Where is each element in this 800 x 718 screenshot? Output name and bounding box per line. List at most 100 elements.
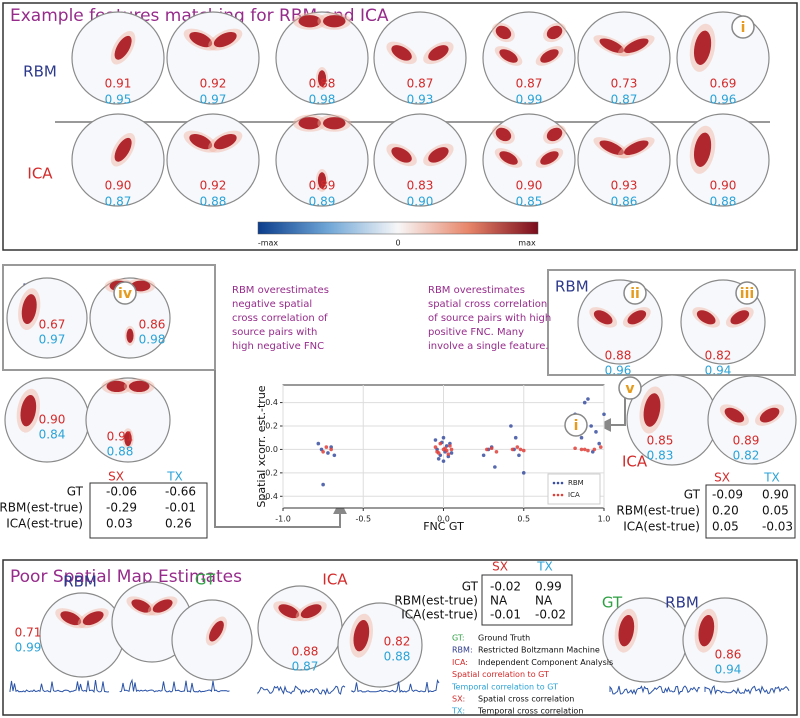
data-point	[485, 447, 489, 452]
marker-label: iii	[740, 286, 754, 302]
legend-key: SX:	[452, 695, 465, 704]
legend-key: ICA:	[452, 658, 468, 667]
note-text: negative spatial	[232, 299, 312, 310]
legend-text: Ground Truth	[478, 634, 530, 643]
spatial-correlation: 0.90	[105, 179, 132, 193]
spatial-correlation: 0.89	[309, 179, 336, 193]
spatial-correlation: 0.82	[384, 635, 411, 649]
activation-blob	[759, 407, 780, 423]
left-box	[2, 264, 216, 371]
data-point	[592, 447, 597, 452]
activation-blob	[298, 15, 321, 28]
spatial-correlation: 0.91	[105, 77, 132, 91]
marker-label: ii	[630, 286, 640, 302]
legend-text: Temporal correlation to GT	[451, 682, 558, 691]
activation-blob	[693, 132, 712, 167]
spatial-correlation: 0.67	[39, 318, 66, 332]
activation-blob	[20, 394, 37, 427]
data-point	[518, 447, 523, 452]
data-point	[589, 424, 593, 428]
temporal-correlation: 0.82	[733, 449, 760, 463]
temporal-correlation: 0.96	[710, 93, 737, 107]
x-tick-label: 1.0	[598, 515, 611, 524]
table-cell: 0.05	[712, 520, 739, 534]
spatial-correlation: 0.92	[200, 179, 227, 193]
table-header: TX	[536, 560, 553, 574]
activation-blob	[730, 310, 750, 325]
data-point	[481, 453, 486, 458]
brain-map	[39, 592, 125, 678]
note-text: involve a single feature.	[428, 341, 549, 352]
spatial-correlation: 0.86	[715, 648, 742, 662]
activation-blob	[643, 393, 661, 427]
legend-text: Independent Component Analysis	[478, 658, 613, 667]
note-text: source pairs with	[232, 327, 317, 338]
activation-blob	[428, 45, 449, 61]
data-point	[435, 449, 439, 454]
data-point	[321, 449, 325, 454]
brain-map	[373, 11, 467, 105]
row-label: RBM	[555, 278, 589, 296]
time-course	[257, 685, 346, 696]
activation-blob	[495, 25, 512, 40]
temporal-correlation: 0.89	[309, 195, 336, 209]
map-label: GT	[602, 594, 623, 612]
y-tick-label: 0.0	[265, 445, 278, 454]
row-label: RBM	[23, 63, 57, 81]
note-text: positive FNC. Many	[428, 327, 524, 338]
marker-label: v	[625, 381, 634, 397]
x-tick-label: 0.0	[437, 515, 450, 524]
note-text: cross correlation of	[232, 313, 328, 324]
data-point	[448, 444, 452, 448]
brain-map	[577, 11, 671, 105]
activation-blob	[209, 620, 224, 642]
table-cell: 0.99	[535, 580, 562, 594]
table-cell: 0.26	[165, 517, 192, 531]
temporal-correlation: 0.85	[516, 195, 543, 209]
table-frame	[481, 574, 573, 626]
activation-blob	[428, 147, 449, 163]
activation-blob	[618, 614, 635, 647]
table-cell: -0.02	[490, 580, 521, 594]
spatial-correlation: 0.73	[611, 77, 638, 91]
brain-map	[577, 113, 671, 207]
temporal-correlation: 0.94	[715, 663, 742, 677]
time-course	[609, 685, 701, 696]
y-tick-label: -0.2	[262, 468, 278, 477]
spatial-correlation: 0.82	[705, 349, 732, 363]
activation-blob	[82, 611, 104, 626]
bottom-panel-frame	[2, 559, 798, 716]
activation-blob	[131, 599, 152, 613]
temporal-correlation: 0.88	[710, 195, 737, 209]
y-tick-label: 0.2	[265, 422, 278, 431]
legend-label: ICA	[568, 491, 580, 499]
spatial-correlation: 0.85	[647, 434, 674, 448]
activation-blob	[213, 133, 237, 150]
activation-blob	[599, 140, 624, 156]
colorbar	[257, 221, 539, 235]
data-point	[494, 449, 499, 454]
legend-key: RBM:	[452, 646, 473, 655]
data-point	[515, 445, 520, 449]
data-point	[326, 451, 330, 455]
data-point	[517, 453, 521, 458]
spatial-correlation: 0.69	[710, 77, 737, 91]
table-row-label: GT	[684, 488, 701, 502]
activation-blob	[189, 31, 213, 48]
activation-blob	[495, 127, 512, 142]
time-course	[351, 679, 440, 694]
activation-blob	[391, 45, 412, 61]
activation-blob	[624, 140, 649, 156]
activation-blob	[540, 49, 559, 63]
spatial-correlation: 0.88	[605, 349, 632, 363]
data-point	[443, 446, 447, 451]
x-tick-label: -0.5	[355, 515, 371, 524]
temporal-correlation: 0.88	[384, 650, 411, 664]
row-label: ICA	[27, 165, 53, 183]
marker-circle	[731, 15, 755, 39]
data-point	[332, 453, 337, 458]
data-point	[598, 445, 603, 449]
activation-blob	[106, 380, 128, 392]
activation-blob	[593, 310, 613, 325]
activation-blob	[114, 137, 132, 162]
